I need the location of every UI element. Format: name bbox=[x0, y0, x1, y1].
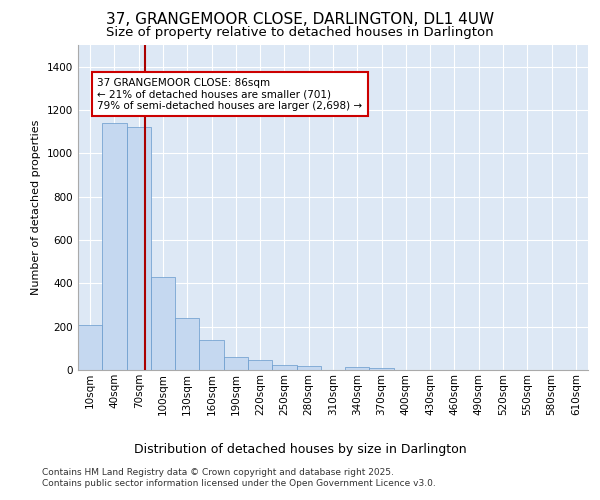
Text: 37, GRANGEMOOR CLOSE, DARLINGTON, DL1 4UW: 37, GRANGEMOOR CLOSE, DARLINGTON, DL1 4U… bbox=[106, 12, 494, 28]
Bar bbox=[224, 357, 248, 370]
Y-axis label: Number of detached properties: Number of detached properties bbox=[31, 120, 41, 295]
Bar bbox=[199, 340, 224, 370]
Text: Contains HM Land Registry data © Crown copyright and database right 2025.
Contai: Contains HM Land Registry data © Crown c… bbox=[42, 468, 436, 487]
Text: 37 GRANGEMOOR CLOSE: 86sqm
← 21% of detached houses are smaller (701)
79% of sem: 37 GRANGEMOOR CLOSE: 86sqm ← 21% of deta… bbox=[97, 78, 362, 110]
Bar bbox=[296, 366, 321, 370]
Bar bbox=[175, 318, 199, 370]
Bar bbox=[127, 128, 151, 370]
Bar bbox=[151, 277, 175, 370]
Bar bbox=[102, 123, 127, 370]
Bar bbox=[78, 324, 102, 370]
Text: Distribution of detached houses by size in Darlington: Distribution of detached houses by size … bbox=[134, 442, 466, 456]
Bar bbox=[345, 367, 370, 370]
Bar bbox=[248, 360, 272, 370]
Bar bbox=[272, 364, 296, 370]
Bar bbox=[370, 368, 394, 370]
Text: Size of property relative to detached houses in Darlington: Size of property relative to detached ho… bbox=[106, 26, 494, 39]
